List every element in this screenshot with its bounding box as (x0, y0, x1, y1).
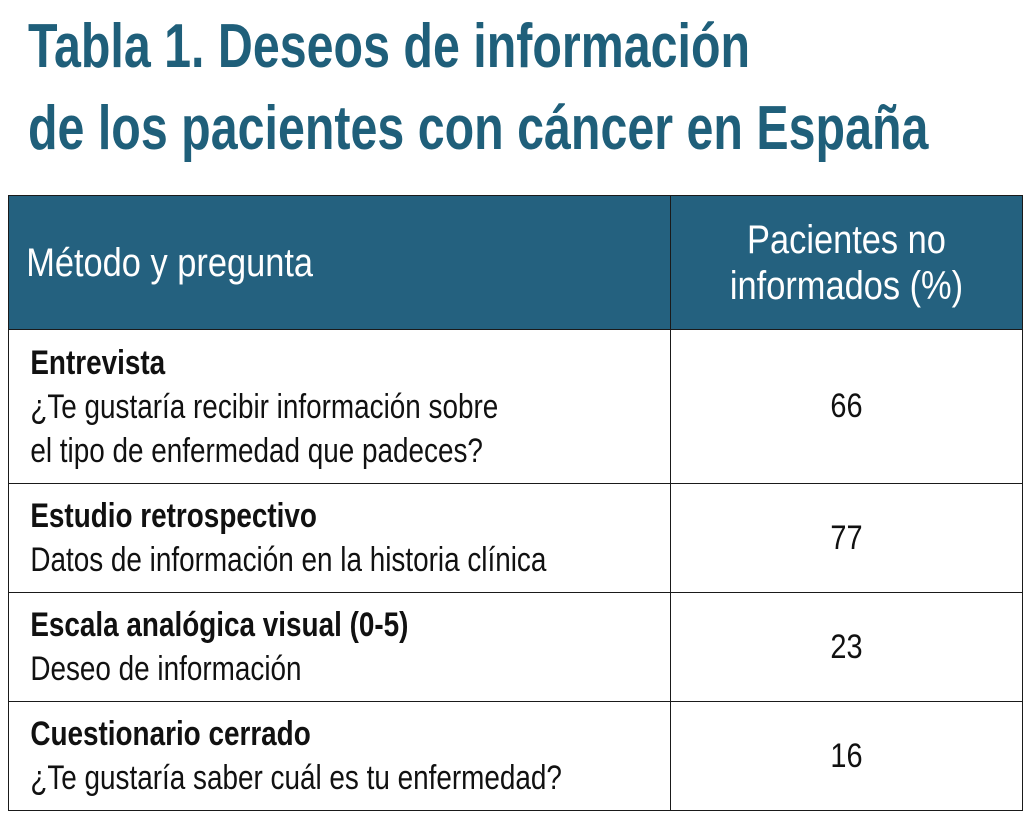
question-text: Deseo de información (30, 650, 302, 688)
table-header-row: Método y pregunta Pacientes no informado… (8, 195, 1023, 330)
question-text: Datos de información en la historia clín… (30, 541, 547, 579)
table-title: Tabla 1. Deseos de información de los pa… (28, 6, 929, 170)
method-name: Estudio retrospectivo (30, 497, 317, 535)
header-patients: Pacientes no informados (%) (670, 195, 1023, 330)
value-cell: 77 (670, 483, 1023, 593)
value-text: 16 (830, 736, 863, 775)
header-method: Método y pregunta (8, 195, 671, 330)
method-name: Entrevista (30, 343, 166, 382)
table-row: Entrevista ¿Te gustaría recibir informac… (8, 329, 1023, 484)
method-cell: Estudio retrospectivo Datos de informaci… (8, 483, 671, 593)
table-row: Cuestionario cerrado ¿Te gustaría saber … (8, 701, 1023, 811)
header-patients-line-2: informados (%) (729, 263, 964, 308)
title-line-2: de los pacientes con cáncer en España (28, 94, 929, 163)
header-method-label: Método y pregunta (26, 240, 314, 285)
method-cell: Escala analógica visual (0-5) Deseo de i… (8, 592, 671, 702)
question-text: ¿Te gustaría saber cuál es tu enfermedad… (30, 759, 562, 797)
method-cell: Cuestionario cerrado ¿Te gustaría saber … (8, 701, 671, 811)
value-text: 66 (830, 387, 863, 425)
value-cell: 66 (670, 329, 1023, 484)
title-line-1: Tabla 1. Deseos de información (28, 12, 751, 81)
method-name: Cuestionario cerrado (30, 715, 311, 753)
question-text: ¿Te gustaría recibir información sobre (30, 387, 499, 426)
value-text: 23 (830, 627, 863, 666)
value-cell: 23 (670, 592, 1023, 702)
value-cell: 16 (670, 701, 1023, 811)
value-text: 77 (830, 518, 863, 557)
header-patients-line-1: Pacientes no (747, 217, 946, 262)
information-table: Método y pregunta Pacientes no informado… (8, 195, 1023, 811)
header-patients-label: Pacientes no informados (%) (696, 217, 998, 309)
table-row: Escala analógica visual (0-5) Deseo de i… (8, 592, 1023, 702)
method-name: Escala analógica visual (0-5) (30, 606, 409, 644)
table-row: Estudio retrospectivo Datos de informaci… (8, 483, 1023, 593)
question-text: el tipo de enfermedad que padeces? (30, 431, 483, 470)
method-cell: Entrevista ¿Te gustaría recibir informac… (8, 329, 671, 484)
